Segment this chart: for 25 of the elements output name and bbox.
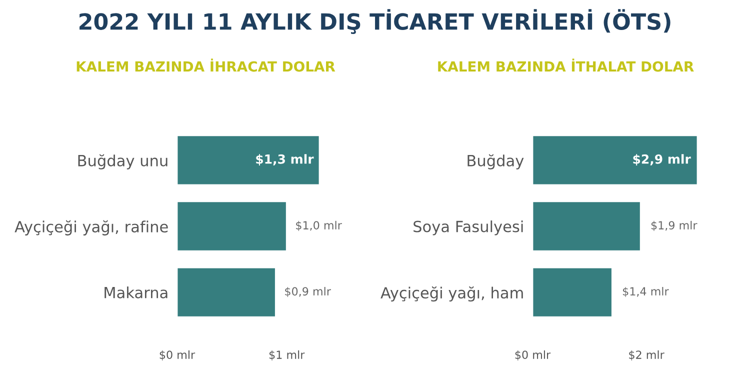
x-tick-label: $1 mlr [269,350,305,360]
data-label: $1,9 mlr [651,220,698,231]
y-tick-label: Ayçiçeği yağı, rafine [14,220,168,236]
bar [177,134,320,186]
data-label: $2,9 mlr [633,154,691,166]
text: 2022 YILI 11 AYLIK DIŞ TİCARET VERİLERİ (ÖTS) [80,9,670,34]
chart-subtitle: KALEM BAZINDA İHRACAT DOLAR [76,58,336,72]
bar [177,200,288,252]
y-tick-label: Makarna [104,286,168,298]
y-tick-label: Buğday [468,154,524,170]
bar [177,266,276,318]
x-tick-label: $0 mlr [160,350,196,360]
x-tick-label: $2 mlr [629,350,664,360]
bar [532,200,642,252]
y-tick-label: Buğday unu [78,154,168,170]
data-label: $0,9 mlr [285,286,331,298]
y-tick-label: Ayçiçeği yağı, ham [380,286,523,302]
x-tick-label: $0 mlr [515,350,551,360]
bar [532,266,613,318]
y-tick-label: Soya Fasulyesi [414,220,523,236]
data-label: $1,0 mlr [296,220,342,231]
data-label: $1,4 mlr [622,286,669,298]
data-label: $1,3 mlr [256,154,314,166]
bar [532,134,698,186]
chart-subtitle: KALEM BAZINDA İTHALAT DOLAR [438,58,694,72]
